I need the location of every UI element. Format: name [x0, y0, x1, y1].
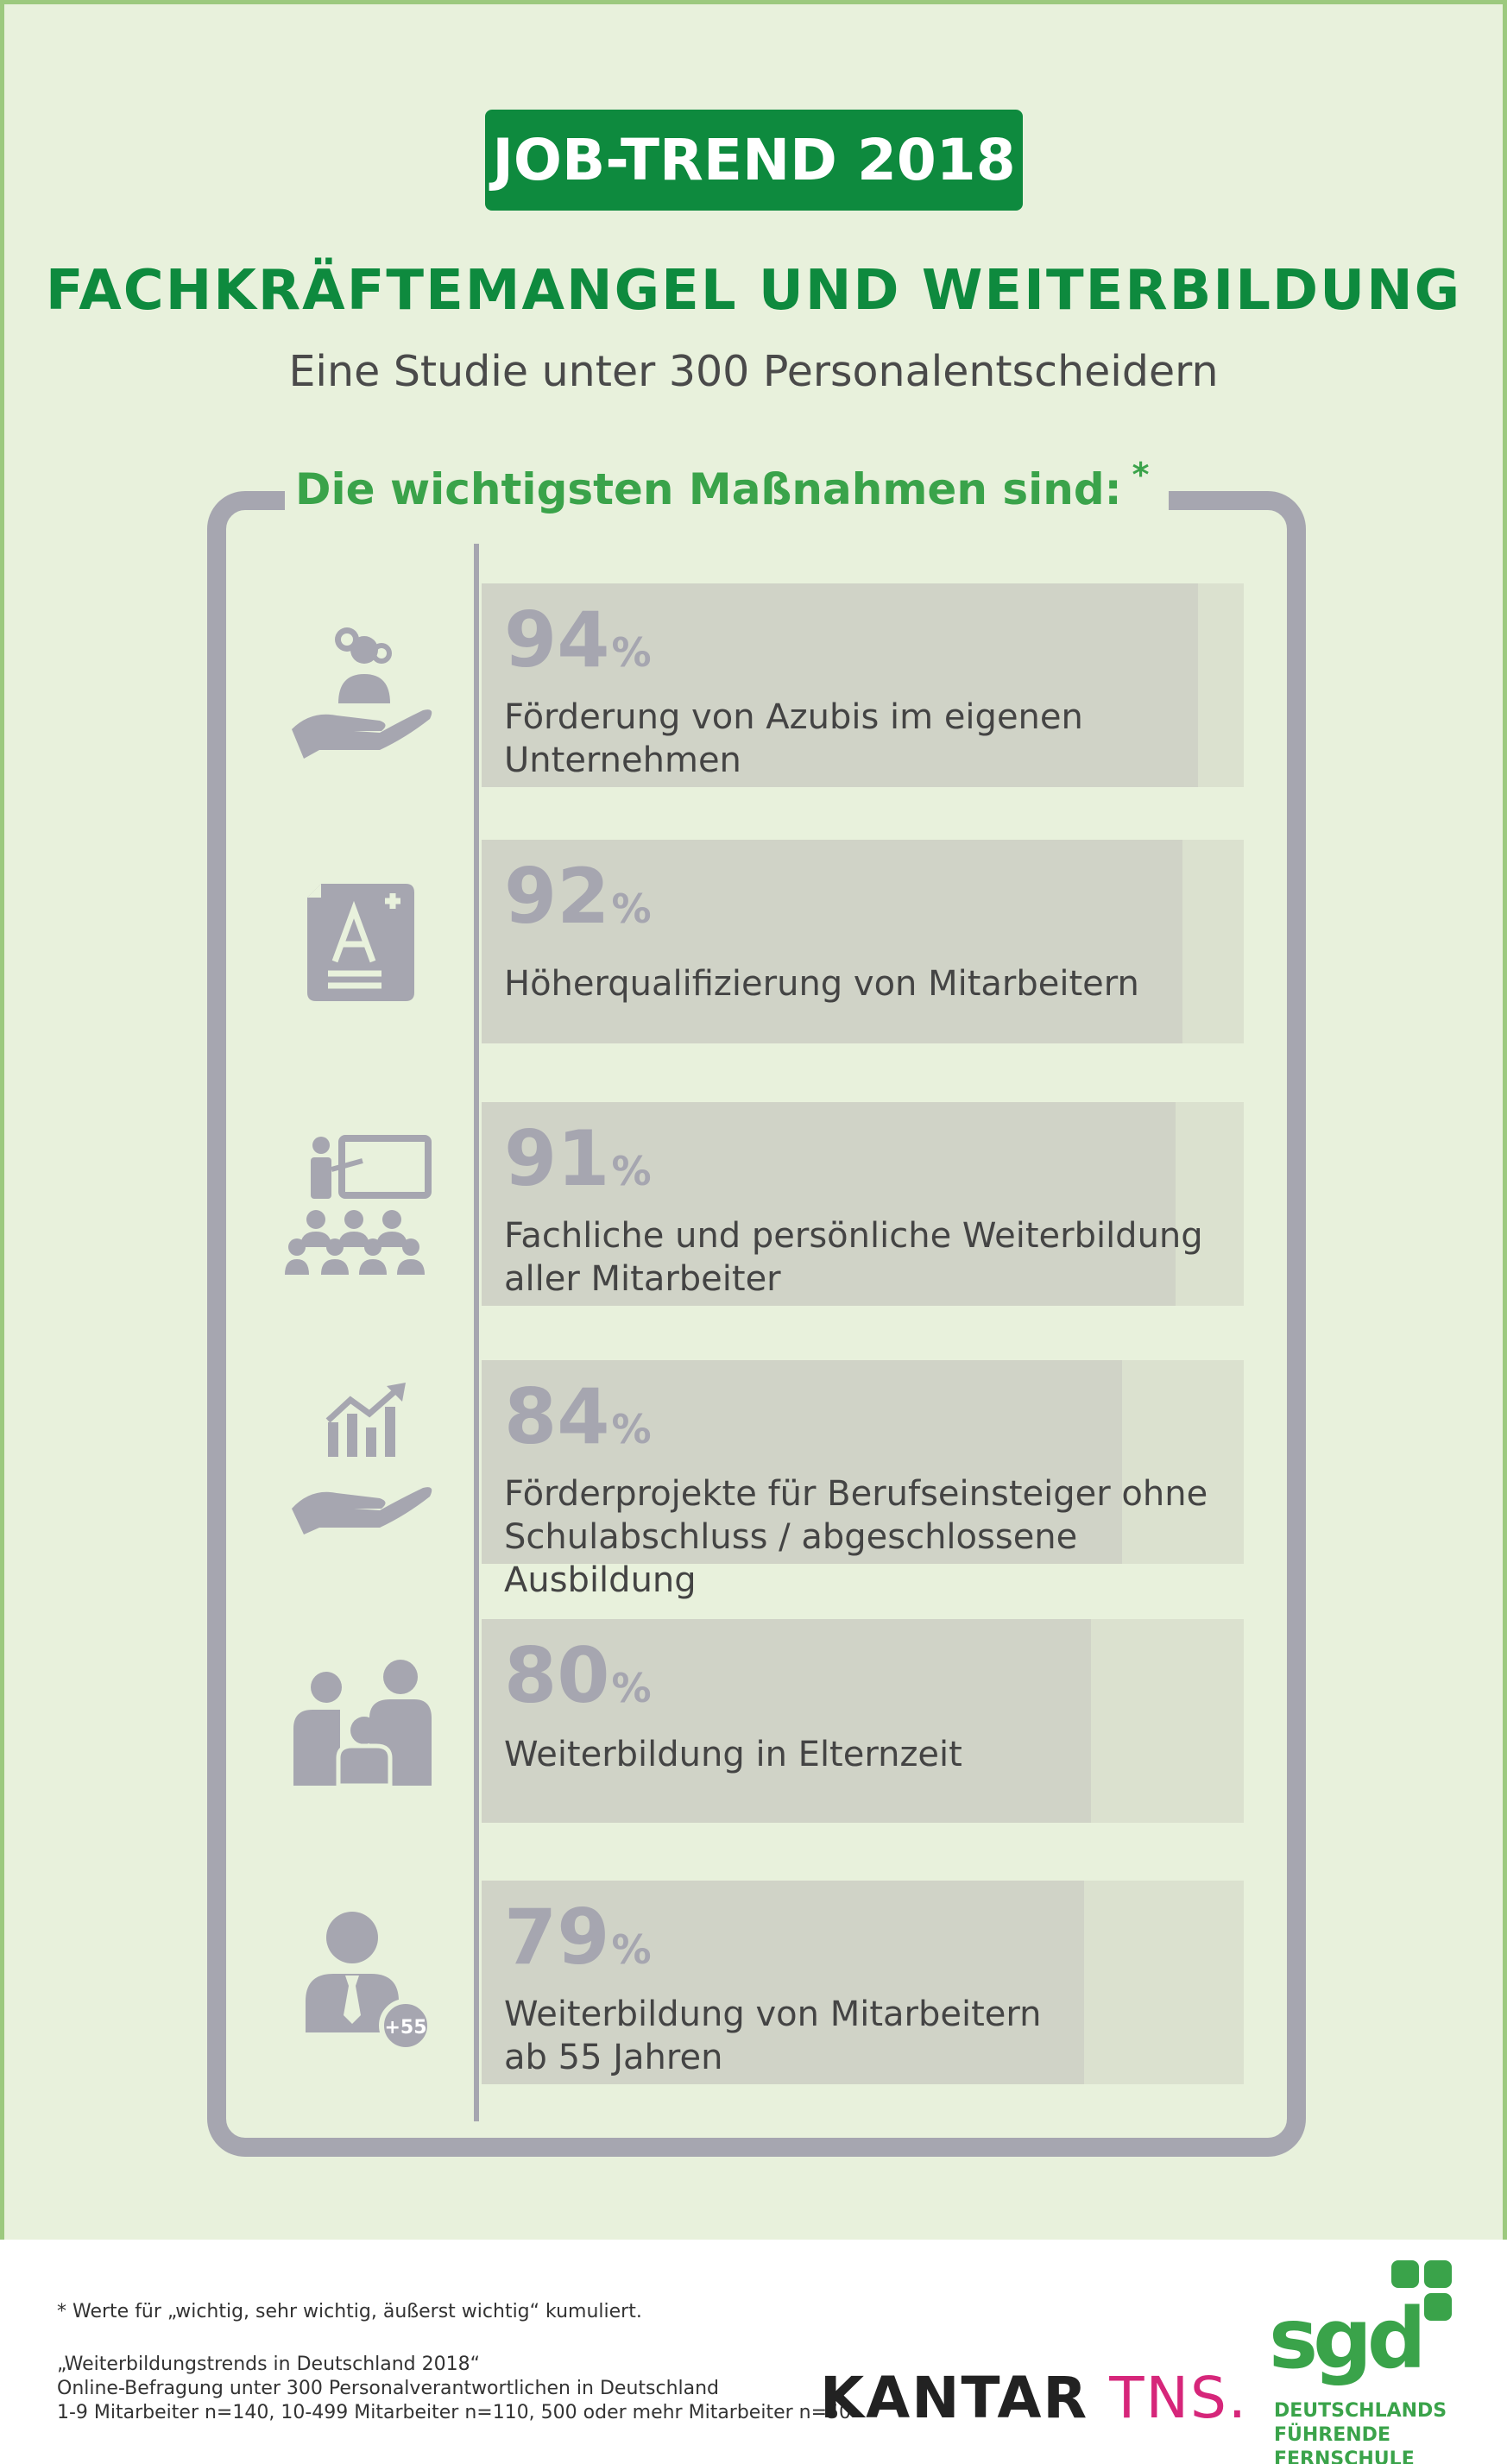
tns-text: TNS. — [1109, 2365, 1248, 2431]
bar-track: 94% Förderung von Azubis im eigenen Unte… — [482, 583, 1244, 787]
presentation-audience-icon — [285, 1135, 432, 1275]
source-line: Online-Befragung unter 300 Personalveran… — [57, 2378, 720, 2399]
divider-line — [474, 544, 479, 2121]
sgd-tagline-line: FÜHRENDE FERNSCHULE — [1274, 2424, 1415, 2464]
bar-fill — [482, 1102, 1176, 1306]
kantar-text: KANTAR — [820, 2365, 1089, 2431]
bar-fill — [482, 583, 1199, 787]
hand-person-gears-icon — [292, 627, 432, 759]
bar-value: 80 — [504, 1631, 610, 1720]
bar-label: Förderung von Azubis im eigenen — [504, 697, 1083, 737]
bar-track: 84% Förderprojekte für Berufseinsteiger … — [482, 1360, 1244, 1600]
bar-label: Förderprojekte für Berufseinsteiger ohne — [504, 1474, 1208, 1514]
page-title: FACHKRÄFTEMANGEL UND WEITERBILDUNG — [45, 259, 1462, 323]
bar-value: 84 — [504, 1372, 610, 1461]
bar-track: 80% Weiterbildung in Elternzeit — [482, 1619, 1244, 1823]
footnote: * Werte für „wichtig, sehr wichtig, äuße… — [57, 2301, 642, 2322]
job-trend-badge: JOB-TREND 2018 — [485, 110, 1023, 211]
bar-label: Unternehmen — [504, 740, 741, 780]
sgd-wordmark: sgd — [1269, 2291, 1422, 2386]
family-icon — [293, 1660, 432, 1788]
businessman-55-icon: +55 — [306, 1912, 432, 2052]
percent-sign: % — [611, 1406, 652, 1453]
percent-sign: % — [611, 629, 652, 676]
bar-label: Schulabschluss / abgeschlossene Ausbildu… — [504, 1517, 1078, 1600]
section-label: Die wichtigsten Maßnahmen sind: * — [285, 456, 1169, 525]
footer — [0, 2240, 1507, 2464]
age-55-badge: +55 — [384, 2017, 426, 2039]
section-label-text: Die wichtigsten Maßnahmen sind: — [295, 464, 1122, 514]
sgd-tagline: DEUTSCHLANDS FÜHRENDE FERNSCHULE — [1274, 2399, 1507, 2464]
bar-track: 79% Weiterbildung von Mitarbeitern ab 55… — [482, 1881, 1244, 2084]
sgd-tagline-line: DEUTSCHLANDS — [1274, 2400, 1447, 2422]
hand-growth-chart-icon — [292, 1383, 432, 1534]
percent-sign: % — [611, 885, 652, 932]
bar-fill — [482, 840, 1183, 1043]
percent-sign: % — [611, 1665, 652, 1711]
kantar-tns-logo: KANTAR TNS. — [820, 2365, 1248, 2431]
percent-sign: % — [611, 1148, 652, 1194]
bar-label: Höherqualifizierung von Mitarbeitern — [504, 964, 1139, 1004]
bar-value: 92 — [504, 852, 610, 941]
bar-value: 79 — [504, 1893, 610, 1982]
bar-fill — [482, 1881, 1084, 2084]
percent-sign: % — [611, 1926, 652, 1973]
footnote-star: * — [1132, 456, 1150, 494]
sgd-logo: sgd — [1269, 2260, 1452, 2386]
bar-fill — [482, 1619, 1092, 1823]
source-info: „Weiterbildungstrends in Deutschland 201… — [57, 2353, 851, 2425]
source-line: 1-9 Mitarbeiter n=140, 10-499 Mitarbeite… — [57, 2402, 852, 2423]
bar-track: 91% Fachliche und persönliche Weiterbild… — [482, 1102, 1244, 1306]
bar-value: 91 — [504, 1114, 610, 1203]
document-grade-icon — [307, 884, 414, 1001]
bar-label: Weiterbildung in Elternzeit — [504, 1735, 962, 1774]
bar-label: Weiterbildung von Mitarbeitern — [504, 1995, 1042, 2034]
bar-fill — [482, 1360, 1122, 1564]
bar-label: Fachliche und persönliche Weiterbildung — [504, 1216, 1203, 1256]
bar-value: 94 — [504, 596, 610, 684]
source-line: „Weiterbildungstrends in Deutschland 201… — [57, 2354, 481, 2375]
page-subtitle: Eine Studie unter 300 Personalentscheide… — [288, 347, 1219, 396]
bar-label: aller Mitarbeiter — [504, 1259, 781, 1299]
bar-label: ab 55 Jahren — [504, 2038, 723, 2077]
bar-track: 92% Höherqualifizierung von Mitarbeitern — [482, 840, 1244, 1043]
